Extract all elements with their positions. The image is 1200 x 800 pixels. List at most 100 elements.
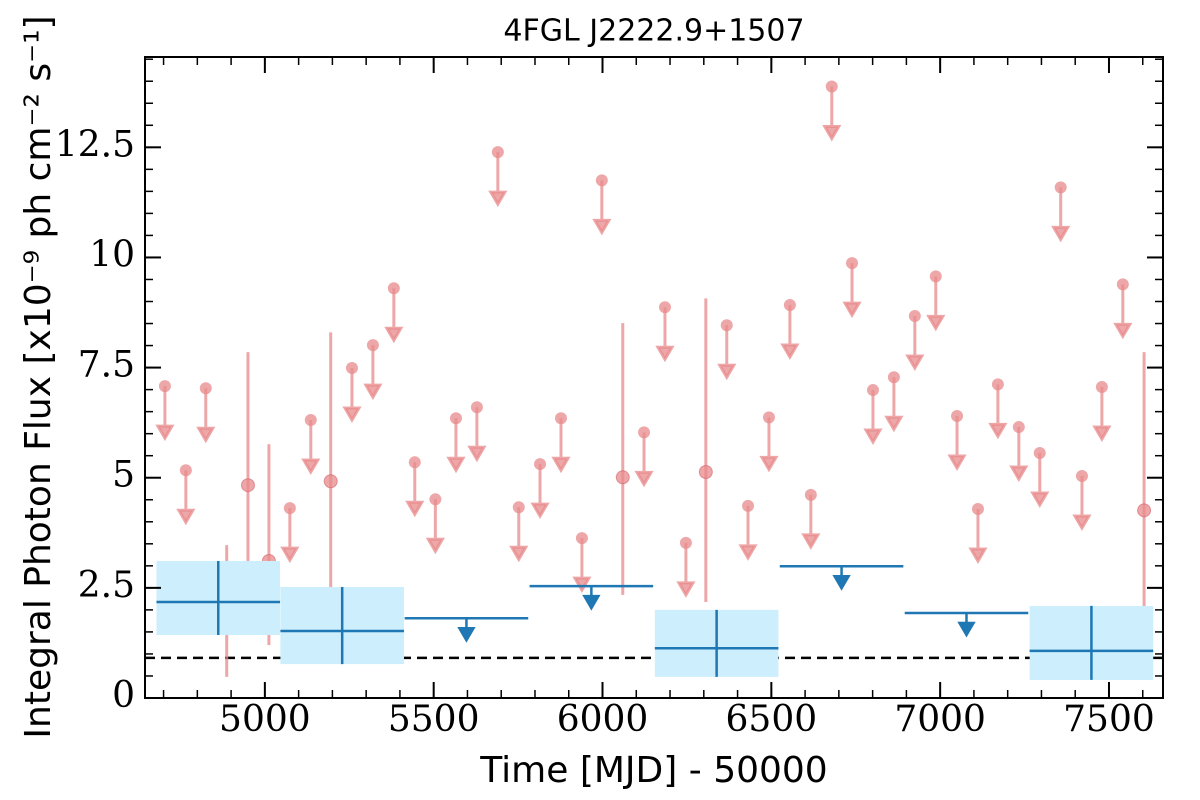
upper-limit-arrow — [968, 509, 988, 564]
upper-limit-arrow — [363, 345, 383, 401]
upper-limit-arrow — [280, 508, 300, 564]
upper-limit-arrow — [446, 418, 466, 474]
data-point — [323, 474, 338, 489]
upper-limit-point — [991, 378, 1004, 391]
upper-limit-point — [408, 456, 421, 469]
upper-limit-point — [971, 503, 984, 516]
upper-limit-arrow — [655, 307, 675, 363]
y-tick-label: 7.5 — [78, 345, 135, 386]
upper-limit-arrow — [467, 407, 487, 463]
upper-limit-point — [783, 299, 796, 312]
upper-limit-point — [742, 499, 755, 512]
x-tick-label: 7500 — [1063, 699, 1155, 740]
data-point — [1137, 503, 1152, 518]
upper-limit-point — [1054, 181, 1067, 194]
upper-limit-arrow — [947, 416, 967, 472]
upper-limit-point — [199, 382, 212, 395]
upper-limit-point — [1116, 278, 1129, 291]
upper-limit-point — [908, 310, 921, 323]
upper-limit-point — [638, 426, 651, 439]
upper-limit-arrow — [176, 470, 196, 526]
upper-limit-point — [1075, 469, 1088, 482]
upper-limit-point — [366, 339, 379, 352]
upper-limit-point — [387, 282, 400, 295]
upper-limit-arrow — [425, 499, 445, 555]
upper-limit-point — [179, 464, 192, 477]
upper-limit-arrow — [905, 316, 925, 372]
upper-limit-point — [929, 270, 942, 283]
upper-limit-arrow — [1072, 475, 1092, 531]
upper-limit-arrow — [457, 618, 476, 643]
upper-limit-arrow — [1051, 187, 1071, 243]
upper-limit-arrow — [582, 586, 601, 611]
upper-limit-point — [1095, 380, 1108, 393]
x-tick-label: 6000 — [557, 699, 649, 740]
data-point — [240, 478, 255, 493]
y-tick-label: 0 — [112, 675, 135, 716]
upper-limit-point — [534, 458, 547, 471]
upper-limit-point — [575, 532, 588, 545]
upper-limit-arrow — [926, 276, 946, 332]
x-tick-label: 5500 — [388, 699, 480, 740]
y-tick-label: 5 — [112, 455, 135, 496]
upper-limit-arrow — [509, 507, 529, 563]
upper-limit-point — [825, 80, 838, 93]
y-tick-label: 2.5 — [78, 565, 135, 606]
data-point — [615, 470, 630, 485]
upper-limit-point — [762, 411, 775, 424]
upper-limit-arrow — [717, 325, 737, 381]
upper-limit-arrow — [842, 263, 862, 319]
upper-limit-point — [158, 380, 171, 393]
upper-limit-arrow — [301, 420, 321, 475]
upper-limit-arrow — [676, 542, 696, 598]
y-axis-label: Integral Photon Flux [x10⁻⁹ ph cm⁻² s⁻¹] — [18, 15, 59, 738]
upper-limit-arrow — [738, 505, 758, 561]
upper-limit-point — [720, 319, 733, 332]
upper-limit-arrow — [342, 368, 362, 424]
x-tick-label: 5000 — [219, 699, 311, 740]
upper-limit-arrow — [1030, 453, 1050, 509]
x-axis-label: Time [MJD] - 50000 — [479, 750, 827, 791]
y-tick-label: 12.5 — [55, 124, 135, 165]
plot-frame — [144, 56, 1164, 699]
upper-limit-arrow — [759, 417, 779, 473]
upper-limit-point — [866, 384, 879, 397]
upper-limit-arrow — [1009, 427, 1029, 483]
upper-limit-point — [846, 257, 859, 270]
upper-limit-point — [595, 174, 608, 187]
upper-limit-point — [679, 536, 692, 549]
upper-limit-arrow — [196, 388, 216, 444]
upper-limit-arrow — [884, 377, 904, 433]
x-tick-label: 7000 — [894, 699, 986, 740]
upper-limit-arrow — [988, 384, 1008, 440]
upper-limit-point — [1033, 447, 1046, 460]
upper-limit-point — [554, 412, 567, 425]
upper-limit-point — [283, 502, 296, 515]
upper-limit-point — [887, 371, 900, 384]
upper-limit-point — [804, 488, 817, 501]
upper-limit-arrow — [1113, 284, 1133, 340]
upper-limit-arrow — [780, 305, 800, 361]
data-point — [698, 464, 713, 479]
upper-limit-arrow — [863, 390, 883, 446]
upper-limit-arrow — [832, 566, 851, 591]
upper-limit-arrow — [405, 462, 425, 518]
chart-title: 4FGL J2222.9+1507 — [503, 14, 804, 49]
upper-limit-arrow — [592, 180, 612, 236]
upper-limit-point — [449, 412, 462, 425]
upper-limit-arrow — [488, 152, 508, 208]
upper-limit-arrow — [801, 494, 821, 550]
upper-limit-arrow — [155, 386, 175, 442]
upper-limit-point — [951, 410, 964, 423]
x-tick-label: 6500 — [726, 699, 818, 740]
upper-limit-point — [345, 362, 358, 375]
upper-limit-point — [491, 146, 504, 159]
upper-limit-arrow — [551, 418, 571, 474]
upper-limit-point — [429, 493, 442, 506]
upper-limit-point — [512, 501, 525, 514]
upper-limit-point — [304, 414, 317, 427]
upper-limit-arrow — [384, 288, 404, 344]
y-tick-label: 10 — [89, 234, 135, 275]
upper-limit-arrow — [957, 612, 976, 638]
